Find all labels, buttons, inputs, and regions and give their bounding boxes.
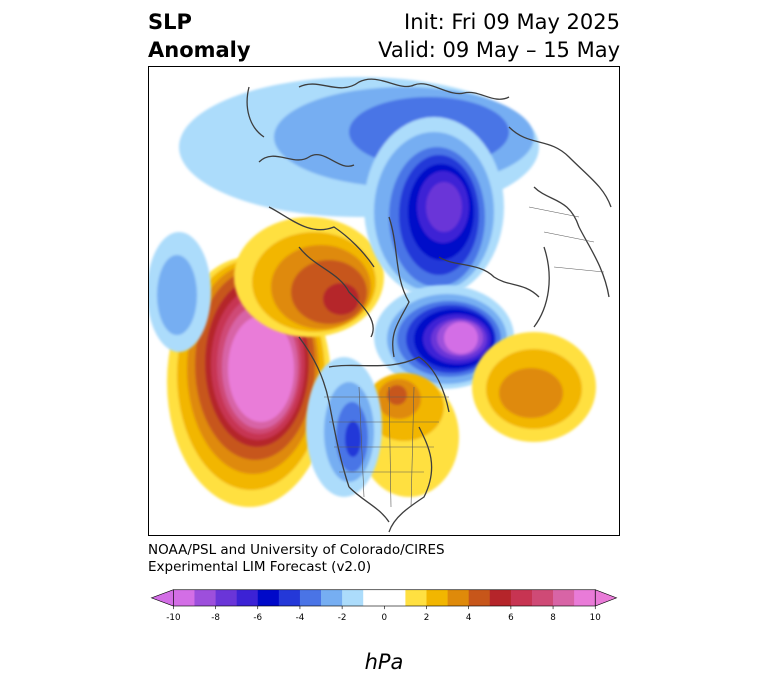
state-province-borders [324, 206, 605, 508]
colorbar-bin [173, 589, 195, 606]
anomaly-eastern-us-high [359, 373, 459, 497]
title-line1: SLP [148, 10, 192, 34]
coastlines [246, 78, 612, 533]
colorbar-bin [342, 589, 364, 606]
colorbar-extend-max [594, 589, 618, 607]
anomaly-north-atlantic-low [374, 285, 514, 389]
colorbar-bin [426, 589, 448, 606]
colorbar-bin [574, 589, 596, 606]
colorbar-ticks: -10 -8 -6 -4 -2 0 2 4 6 8 10 [166, 606, 601, 623]
colorbar-tick-label: -4 [296, 613, 305, 623]
colorbar-bins [150, 589, 618, 607]
colorbar: -10 -8 -6 -4 -2 0 2 4 6 8 10 [150, 589, 618, 623]
credit-line1: NOAA/PSL and University of Colorado/CIRE… [148, 542, 445, 558]
colorbar-bin [531, 589, 554, 606]
colorbar-bin [278, 589, 301, 606]
map-title: SLP Anomaly [148, 8, 251, 64]
colorbar-bin [321, 589, 343, 606]
anomaly-west-pacific-low [149, 232, 211, 352]
colorbar-bin [257, 589, 280, 606]
colorbar-tick-label: 10 [590, 613, 601, 623]
colorbar-tick-label: -6 [253, 613, 262, 623]
colorbar-tick-label: 8 [550, 613, 556, 623]
colorbar-tick-label: -2 [338, 613, 347, 623]
forecast-dates: Init: Fri 09 May 2025 Valid: 09 May – 15… [378, 8, 620, 64]
anomaly-central-atlantic-high [472, 332, 596, 442]
colorbar-bin [384, 589, 406, 606]
colorbar-bin [405, 589, 427, 606]
anomaly-north-pacific-high [167, 257, 331, 507]
colorbar-bin [447, 589, 469, 606]
slp-anomaly-map [148, 66, 620, 536]
colorbar-bin [215, 589, 237, 606]
colorbar-tick-label: 2 [424, 613, 430, 623]
colorbar-bin [489, 589, 512, 606]
colorbar-tick-label: -8 [211, 613, 220, 623]
colorbar-bin [299, 589, 322, 606]
colorbar-bin [468, 589, 491, 606]
map-canvas [149, 77, 612, 533]
title-line2: Anomaly [148, 38, 251, 62]
colorbar-bin [194, 589, 216, 606]
init-date: Init: Fri 09 May 2025 [404, 10, 620, 34]
colorbar-tick-label: 0 [382, 613, 388, 623]
anomaly-canadian-arctic-high [234, 217, 384, 337]
colorbar-tick-label: 4 [466, 613, 472, 623]
colorbar-units: hPa [364, 650, 404, 674]
anomaly-arctic-low [179, 77, 539, 297]
colorbar-tick-label: 6 [508, 613, 514, 623]
colorbar-bin [510, 589, 533, 606]
credit-text: NOAA/PSL and University of Colorado/CIRE… [148, 542, 445, 576]
colorbar-bin [236, 589, 259, 606]
colorbar-extend-min [150, 589, 174, 607]
colorbar-tick-label: -10 [166, 613, 180, 623]
valid-range: Valid: 09 May – 15 May [378, 38, 620, 62]
credit-line2: Experimental LIM Forecast (v2.0) [148, 559, 372, 575]
colorbar-bin [553, 589, 575, 606]
colorbar-bin [363, 589, 385, 606]
anomaly-rockies-low [306, 357, 382, 497]
